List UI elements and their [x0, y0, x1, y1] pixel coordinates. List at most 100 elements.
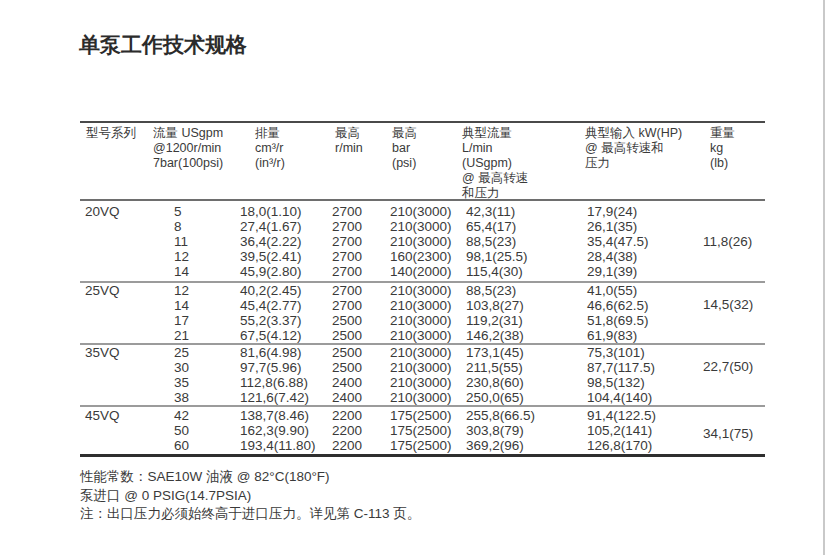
- series-group: 35VQ2581,6(4.98)2500210(3000)173,1(45)75…: [80, 343, 765, 405]
- typical-flow-cell: 303,8(79): [462, 423, 585, 438]
- max-pressure-cell: 210(3000): [390, 345, 462, 360]
- max-rpm-cell: 2700: [332, 264, 390, 279]
- table-row: 1445,4(2.77)2700210(3000)103,8(27)46,6(6…: [80, 298, 765, 313]
- series-cell: [80, 219, 153, 234]
- typical-input-cell: 29,1(39): [585, 264, 703, 279]
- displacement-cell: 45,4(2.77): [240, 298, 332, 313]
- displacement-cell: 97,7(5.96): [240, 360, 332, 375]
- max-rpm-cell: 2700: [332, 283, 390, 298]
- weight-cell: 22,7(50): [703, 359, 765, 374]
- note-performance-constants: 性能常数：SAE10W 油液 @ 82°C(180°F): [80, 468, 420, 487]
- typical-input-cell: 61,9(83): [585, 328, 703, 343]
- typical-input-cell: 104,4(140): [585, 390, 703, 405]
- typical-input-cell: 41,0(55): [585, 283, 703, 298]
- table-row: 1445,9(2.80)2700140(2000)115,4(30)29,1(3…: [80, 264, 765, 279]
- flow-usgpm-cell: 21: [153, 328, 240, 343]
- flow-usgpm-cell: 8: [153, 219, 240, 234]
- weight-cell: 34,1(75): [703, 426, 765, 441]
- note-outlet-pressure: 注：出口压力必须始终高于进口压力。详见第 C-113 页。: [80, 505, 420, 524]
- displacement-cell: 138,7(8.46): [240, 408, 332, 423]
- max-pressure-cell: 210(3000): [390, 283, 462, 298]
- typical-flow-cell: 230,8(60): [462, 375, 585, 390]
- typical-flow-cell: 98,1(25.5): [462, 249, 585, 264]
- table-row: 38121,6(7.42)2400210(3000)250,0(65)104,4…: [80, 390, 765, 405]
- max-pressure-cell: 210(3000): [390, 360, 462, 375]
- typical-flow-cell: 146,2(38): [462, 328, 585, 343]
- flow-usgpm-cell: 14: [153, 298, 240, 313]
- typical-input-cell: 87,7(117.5): [585, 360, 703, 375]
- typical-input-cell: 26,1(35): [585, 219, 703, 234]
- table-row: 45VQ42138,7(8.46)2200175(2500)255,8(66.5…: [80, 408, 765, 423]
- max-rpm-cell: 2500: [332, 360, 390, 375]
- displacement-cell: 27,4(1.67): [240, 219, 332, 234]
- typical-input-cell: 46,6(62.5): [585, 298, 703, 313]
- col-header-max-rpm: 最高r/min: [332, 126, 390, 201]
- series-group: 45VQ42138,7(8.46)2200175(2500)255,8(66.5…: [80, 405, 765, 454]
- typical-input-cell: 28,4(38): [585, 249, 703, 264]
- displacement-cell: 81,6(4.98): [240, 345, 332, 360]
- max-rpm-cell: 2700: [332, 204, 390, 219]
- series-group: 20VQ518,0(1.10)2700210(3000)42,3(11)17,9…: [80, 201, 765, 281]
- table-row: 50162,3(9.90)2200175(2500)303,8(79)105,2…: [80, 423, 765, 438]
- col-header-typical-flow: 典型流量L/min(USgpm)@ 最高转速和压力: [462, 126, 585, 201]
- max-pressure-cell: 140(2000): [390, 264, 462, 279]
- flow-usgpm-cell: 5: [153, 204, 240, 219]
- series-cell: [80, 249, 153, 264]
- typical-flow-cell: 42,3(11): [462, 204, 585, 219]
- series-cell: 25VQ: [80, 283, 153, 298]
- series-cell: [80, 313, 153, 328]
- displacement-cell: 39,5(2.41): [240, 249, 332, 264]
- flow-usgpm-cell: 30: [153, 360, 240, 375]
- table-header: 型号系列 流量 USgpm@1200r/min7bar(100psi) 排量cm…: [80, 123, 765, 201]
- flow-usgpm-cell: 12: [153, 249, 240, 264]
- flow-usgpm-cell: 35: [153, 375, 240, 390]
- series-cell: [80, 423, 153, 438]
- max-pressure-cell: 210(3000): [390, 204, 462, 219]
- displacement-cell: 67,5(4.12): [240, 328, 332, 343]
- typical-flow-cell: 173,1(45): [462, 345, 585, 360]
- series-cell: 35VQ: [80, 345, 153, 360]
- series-cell: [80, 298, 153, 313]
- page-edge-line: [823, 0, 825, 555]
- typical-input-cell: 126,8(170): [585, 438, 703, 453]
- typical-input-cell: 75,3(101): [585, 345, 703, 360]
- typical-input-cell: 98,5(132): [585, 375, 703, 390]
- series-cell: [80, 328, 153, 343]
- col-header-flow: 流量 USgpm@1200r/min7bar(100psi): [153, 126, 240, 201]
- displacement-cell: 193,4(11.80): [240, 438, 332, 453]
- series-cell: [80, 438, 153, 453]
- displacement-cell: 162,3(9.90): [240, 423, 332, 438]
- max-rpm-cell: 2500: [332, 345, 390, 360]
- series-cell: [80, 360, 153, 375]
- notes: 性能常数：SAE10W 油液 @ 82°C(180°F) 泵进口 @ 0 PSI…: [80, 468, 420, 524]
- max-pressure-cell: 210(3000): [390, 298, 462, 313]
- typical-input-cell: 105,2(141): [585, 423, 703, 438]
- table-row: 60193,4(11.80)2200175(2500)369,2(96)126,…: [80, 438, 765, 453]
- typical-flow-cell: 103,8(27): [462, 298, 585, 313]
- max-pressure-cell: 175(2500): [390, 408, 462, 423]
- max-rpm-cell: 2200: [332, 438, 390, 453]
- page-title: 单泵工作技术规格: [79, 31, 247, 59]
- flow-usgpm-cell: 11: [153, 234, 240, 249]
- typical-input-cell: 51,8(69.5): [585, 313, 703, 328]
- flow-usgpm-cell: 60: [153, 438, 240, 453]
- flow-usgpm-cell: 50: [153, 423, 240, 438]
- displacement-cell: 18,0(1.10): [240, 204, 332, 219]
- col-header-series: 型号系列: [80, 126, 153, 201]
- max-pressure-cell: 175(2500): [390, 438, 462, 453]
- max-pressure-cell: 210(3000): [390, 390, 462, 405]
- displacement-cell: 121,6(7.42): [240, 390, 332, 405]
- col-header-max-pressure: 最高bar(psi): [390, 126, 462, 201]
- max-rpm-cell: 2500: [332, 328, 390, 343]
- max-pressure-cell: 210(3000): [390, 313, 462, 328]
- max-pressure-cell: 210(3000): [390, 375, 462, 390]
- typical-input-cell: 17,9(24): [585, 204, 703, 219]
- typical-flow-cell: 88,5(23): [462, 283, 585, 298]
- max-pressure-cell: 210(3000): [390, 328, 462, 343]
- typical-input-cell: 91,4(122.5): [585, 408, 703, 423]
- col-header-displacement: 排量cm³/r(in³/r): [240, 126, 332, 201]
- displacement-cell: 112,8(6.88): [240, 375, 332, 390]
- typical-input-cell: 35,4(47.5): [585, 234, 703, 249]
- flow-usgpm-cell: 17: [153, 313, 240, 328]
- series-cell: 20VQ: [80, 204, 153, 219]
